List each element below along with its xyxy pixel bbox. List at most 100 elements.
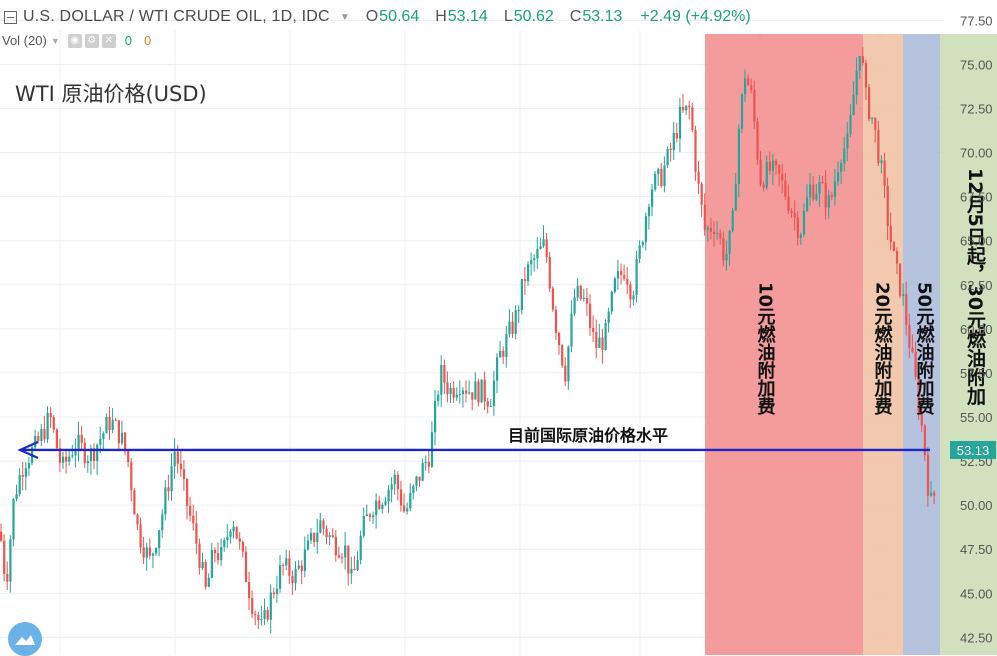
candle (21, 475, 24, 477)
volume-value-2: 0 (143, 33, 152, 48)
candle (151, 553, 155, 556)
reference-line-label: 目前国际原油价格水平 (508, 426, 668, 445)
candle (458, 394, 461, 396)
candle (598, 337, 601, 348)
candle (99, 438, 102, 445)
close-icon[interactable]: ✕ (101, 33, 116, 48)
candle (765, 161, 768, 188)
candle (678, 107, 682, 139)
candle (610, 291, 613, 312)
candle (514, 310, 517, 334)
chevron-down-icon[interactable]: ▼ (339, 11, 350, 23)
candle (269, 592, 272, 620)
candle (638, 245, 641, 259)
candle (378, 500, 381, 509)
candle (170, 466, 173, 492)
high-label: H (435, 8, 447, 25)
volume-label[interactable]: Vol (20) (2, 33, 47, 48)
gear-icon[interactable]: ⚙ (84, 33, 99, 48)
candle (213, 550, 217, 553)
candle (827, 195, 830, 208)
candle (12, 499, 15, 540)
candle (722, 238, 725, 261)
candle (570, 313, 573, 347)
candle (226, 536, 229, 541)
zone-band-1 (705, 34, 863, 655)
candle (728, 230, 731, 254)
candle (399, 489, 403, 506)
candle (651, 189, 654, 207)
chevron-down-icon[interactable]: ▼ (50, 35, 60, 46)
candle (6, 574, 9, 582)
candle (254, 614, 257, 616)
candle (328, 535, 331, 538)
candle (86, 461, 89, 464)
candle (204, 561, 207, 587)
candle (861, 56, 864, 63)
candle (201, 561, 204, 569)
candle (192, 515, 195, 524)
candle (644, 216, 647, 243)
candle (830, 195, 833, 197)
candle (108, 417, 111, 430)
candle (341, 557, 344, 559)
candle (124, 432, 127, 452)
y-tick-label: 47.50 (960, 542, 993, 557)
candle (455, 394, 458, 398)
candle (18, 475, 21, 495)
candle (263, 610, 266, 620)
eye-icon[interactable]: ◉ (67, 33, 82, 48)
candle (647, 206, 651, 217)
candle (725, 253, 728, 261)
candle (682, 107, 685, 111)
candle (257, 614, 260, 621)
collapse-icon[interactable] (4, 10, 17, 24)
candle (148, 547, 151, 556)
candle (365, 514, 368, 517)
candle (641, 242, 644, 246)
candle (477, 381, 480, 403)
candle (288, 558, 291, 576)
candle (58, 448, 62, 463)
candle (96, 444, 99, 461)
chart-title: WTI 原油价格(USD) (15, 82, 207, 106)
candle (167, 487, 170, 492)
candle (744, 78, 747, 95)
candle (446, 382, 449, 395)
candle (260, 619, 263, 621)
candle (871, 117, 874, 120)
candle (672, 133, 675, 151)
candle (372, 515, 375, 517)
candle (387, 489, 390, 502)
candle (350, 568, 353, 574)
candle (713, 231, 716, 234)
reference-arrow-icon (17, 440, 39, 459)
candle (93, 448, 96, 461)
candle (282, 564, 285, 566)
candle (806, 197, 809, 211)
candle (505, 334, 508, 357)
y-tick-label: 42.50 (960, 630, 993, 645)
candle (322, 520, 325, 529)
candle (325, 528, 328, 538)
candle (353, 568, 356, 571)
candle (294, 568, 297, 584)
candle (182, 469, 186, 480)
candle (55, 429, 58, 449)
open-value: 50.64 (379, 8, 420, 25)
candle (917, 376, 920, 413)
tradingview-logo-icon[interactable] (8, 622, 42, 656)
candle (601, 337, 604, 350)
symbol-title[interactable]: U.S. DOLLAR / WTI CRUDE OIL, 1D, IDC (23, 8, 330, 25)
candle (787, 196, 790, 212)
candle (272, 592, 275, 595)
candle (799, 234, 802, 238)
candle (83, 442, 86, 464)
candle (539, 246, 542, 249)
candle (855, 70, 858, 96)
candle (719, 232, 722, 239)
candle (310, 533, 313, 541)
candle (375, 500, 378, 516)
candle (489, 405, 492, 407)
